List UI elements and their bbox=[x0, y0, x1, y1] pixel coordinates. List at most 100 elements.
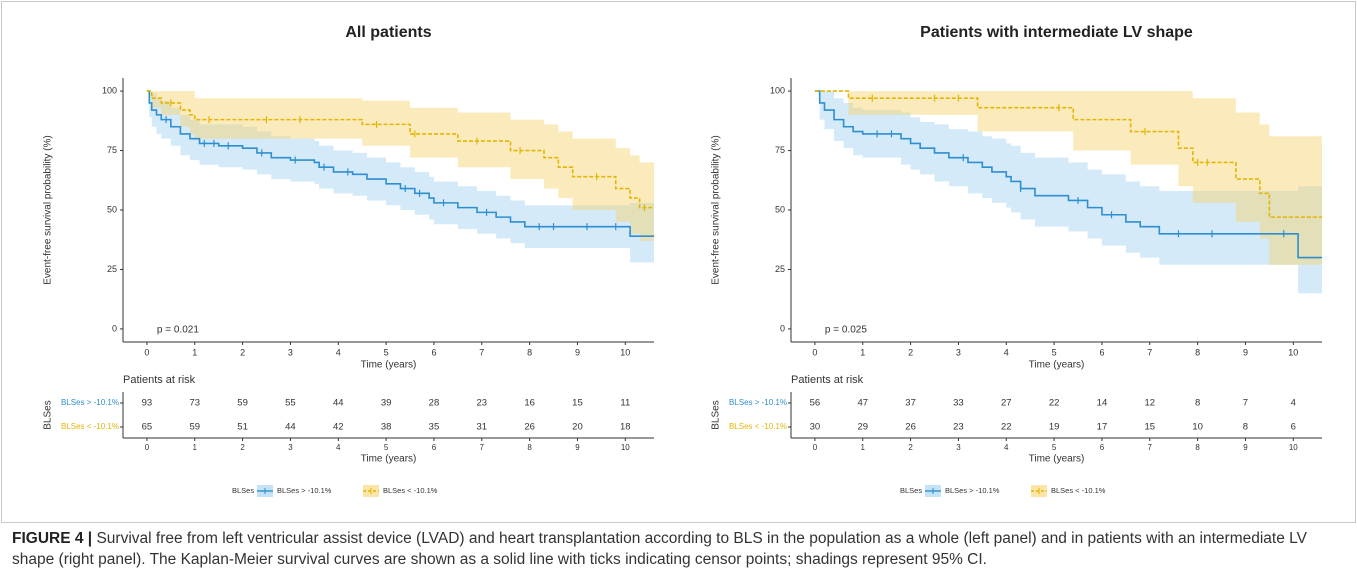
x-tick-label: 2 bbox=[908, 347, 913, 357]
at-risk-count: 12 bbox=[1144, 398, 1155, 409]
caption-label: FIGURE 4 | bbox=[12, 530, 93, 547]
chart-title: All patients bbox=[345, 24, 431, 41]
ci-band bbox=[146, 91, 654, 241]
risk-x-tick-label: 5 bbox=[384, 443, 389, 452]
at-risk-count: 73 bbox=[189, 398, 200, 409]
at-risk-count: 38 bbox=[381, 422, 392, 433]
at-risk-count: 93 bbox=[142, 398, 153, 409]
at-risk-count: 26 bbox=[905, 422, 916, 433]
at-risk-count: 59 bbox=[189, 422, 200, 433]
risk-row-label: BLSes < -10.1% bbox=[61, 422, 119, 431]
at-risk-count: 56 bbox=[810, 398, 821, 409]
ci-band bbox=[814, 91, 1322, 294]
risk-x-tick-label: 2 bbox=[240, 443, 245, 452]
x-tick-label: 6 bbox=[431, 347, 436, 357]
at-risk-count: 29 bbox=[857, 422, 868, 433]
p-value: p = 0.021 bbox=[157, 325, 199, 336]
legend-title: BLSes bbox=[232, 486, 254, 495]
strata-label: BLSes bbox=[43, 400, 54, 429]
at-risk-count: 59 bbox=[237, 398, 248, 409]
strata-label: BLSes bbox=[711, 400, 722, 429]
at-risk-count: 10 bbox=[1192, 422, 1203, 433]
x-axis-label: Time (years) bbox=[1029, 360, 1085, 371]
survival-curve bbox=[814, 90, 1322, 218]
at-risk-count: 65 bbox=[142, 422, 153, 433]
at-risk-count: 22 bbox=[1049, 398, 1060, 409]
risk-x-tick-label: 5 bbox=[1052, 443, 1057, 452]
at-risk-count: 42 bbox=[333, 422, 344, 433]
risk-x-tick-label: 10 bbox=[1289, 443, 1298, 452]
at-risk-count: 8 bbox=[1195, 398, 1200, 409]
x-axis-label: Time (years) bbox=[361, 360, 417, 371]
x-tick-label: 4 bbox=[336, 347, 341, 357]
x-tick-label: 1 bbox=[192, 347, 197, 357]
risk-x-axis-label: Time (years) bbox=[361, 454, 417, 465]
x-tick-label: 8 bbox=[527, 347, 532, 357]
x-tick-label: 2 bbox=[240, 347, 245, 357]
risk-x-tick-label: 6 bbox=[1100, 443, 1105, 452]
at-risk-count: 14 bbox=[1097, 398, 1108, 409]
risk-x-tick-label: 7 bbox=[1148, 443, 1153, 452]
y-tick-label: 100 bbox=[102, 85, 117, 95]
survival-curve bbox=[814, 90, 1322, 259]
at-risk-count: 17 bbox=[1097, 422, 1108, 433]
risk-x-tick-label: 9 bbox=[1243, 443, 1248, 452]
at-risk-count: 44 bbox=[285, 422, 296, 433]
y-tick-label: 75 bbox=[775, 145, 785, 155]
figure: All patients Event-free survival probabil… bbox=[43, 24, 1322, 497]
risk-x-tick-label: 8 bbox=[527, 443, 532, 452]
risk-x-tick-label: 10 bbox=[621, 443, 630, 452]
risk-x-tick-label: 2 bbox=[908, 443, 913, 452]
at-risk-count: 6 bbox=[1291, 422, 1296, 433]
at-risk-count: 4 bbox=[1291, 398, 1296, 409]
at-risk-count: 8 bbox=[1243, 422, 1248, 433]
at-risk-count: 44 bbox=[333, 398, 344, 409]
risk-table-title: Patients at risk bbox=[791, 374, 864, 386]
y-axis-label: Event-free survival probability (%) bbox=[711, 135, 722, 285]
y-tick-label: 50 bbox=[107, 204, 117, 214]
survival-curve bbox=[146, 90, 654, 237]
at-risk-count: 23 bbox=[476, 398, 487, 409]
at-risk-count: 15 bbox=[572, 398, 583, 409]
x-tick-label: 1 bbox=[860, 347, 865, 357]
at-risk-count: 18 bbox=[620, 422, 631, 433]
at-risk-count: 20 bbox=[572, 422, 583, 433]
y-tick-label: 50 bbox=[775, 204, 785, 214]
at-risk-count: 33 bbox=[953, 398, 964, 409]
x-tick-label: 9 bbox=[575, 347, 580, 357]
at-risk-count: 55 bbox=[285, 398, 296, 409]
y-tick-label: 0 bbox=[780, 323, 785, 333]
risk-x-tick-label: 3 bbox=[956, 443, 961, 452]
figure-frame bbox=[1, 1, 1356, 523]
ci-band bbox=[814, 91, 1322, 265]
risk-row-label: BLSes > -10.1% bbox=[729, 398, 787, 407]
risk-x-tick-label: 1 bbox=[193, 443, 198, 452]
at-risk-count: 51 bbox=[237, 422, 248, 433]
risk-x-tick-label: 6 bbox=[432, 443, 437, 452]
at-risk-count: 35 bbox=[429, 422, 440, 433]
x-tick-label: 5 bbox=[384, 347, 389, 357]
x-tick-label: 8 bbox=[1195, 347, 1200, 357]
x-tick-label: 10 bbox=[620, 347, 630, 357]
ci-band bbox=[146, 91, 654, 263]
at-risk-count: 11 bbox=[620, 398, 630, 409]
y-tick-label: 25 bbox=[107, 264, 117, 274]
at-risk-count: 15 bbox=[1144, 422, 1155, 433]
at-risk-count: 16 bbox=[524, 398, 535, 409]
legend-label: BLSes > -10.1% bbox=[945, 486, 1000, 495]
at-risk-count: 30 bbox=[810, 422, 821, 433]
at-risk-count: 26 bbox=[524, 422, 535, 433]
x-tick-label: 6 bbox=[1099, 347, 1104, 357]
at-risk-count: 37 bbox=[905, 398, 916, 409]
risk-x-tick-label: 7 bbox=[480, 443, 485, 452]
risk-x-tick-label: 8 bbox=[1195, 443, 1200, 452]
caption: FIGURE 4 | Survival free from left ventr… bbox=[12, 528, 1347, 570]
risk-x-tick-label: 0 bbox=[145, 443, 150, 452]
x-tick-label: 4 bbox=[1004, 347, 1009, 357]
at-risk-count: 31 bbox=[476, 422, 487, 433]
risk-row-label: BLSes > -10.1% bbox=[61, 398, 119, 407]
x-tick-label: 7 bbox=[1147, 347, 1152, 357]
at-risk-count: 23 bbox=[953, 422, 964, 433]
x-tick-label: 0 bbox=[812, 347, 817, 357]
